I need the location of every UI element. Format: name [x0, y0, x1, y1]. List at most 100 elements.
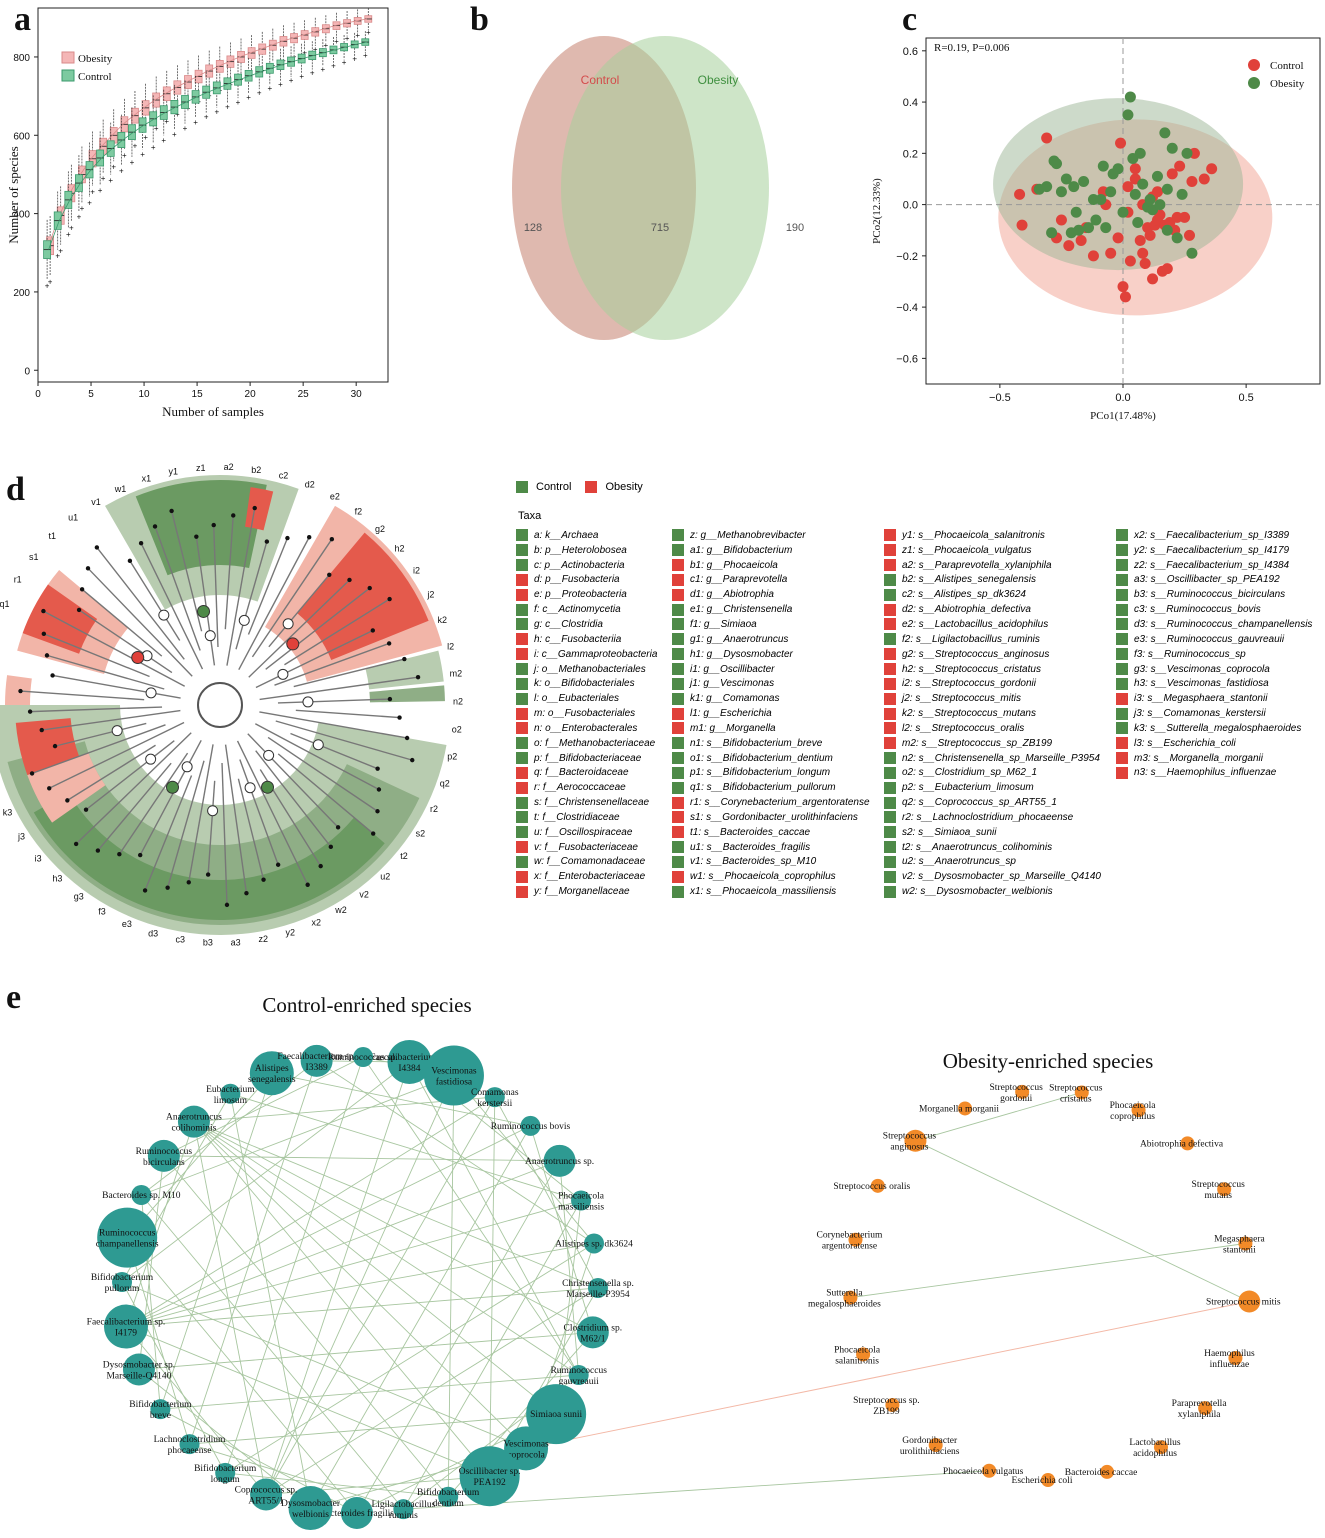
node-label-line: Marseille-Q4140 [106, 1371, 171, 1381]
box-outlier: + [58, 247, 63, 256]
taxa-legend-label: a1: g__Bifidobacterium [690, 544, 793, 556]
taxa-legend-label: r1: s__Corynebacterium_argentoratense [690, 797, 870, 809]
obesity-node-label: Streptococcus sp.ZB199 [853, 1396, 920, 1417]
box-outlier: + [87, 198, 92, 207]
tree-leaf-id: x1 [142, 474, 152, 484]
taxa-legend-label: o1: s__Bifidobacterium_dentium [690, 752, 833, 764]
taxa-legend-item: n2: s__Christensenella_sp_Marseille_P395… [884, 751, 1101, 766]
point-obesity [1055, 186, 1067, 198]
taxa-legend-label: d3: s__Ruminococcus_champanellensis [1134, 618, 1313, 630]
taxa-legend-swatch [884, 603, 896, 616]
taxa-legend-label: d: p__Fusobacteria [534, 574, 620, 586]
tree-leaf-id: m2 [450, 669, 463, 679]
node-label-line: gordonii [1000, 1094, 1033, 1104]
taxa-legend-swatch [884, 781, 896, 794]
taxa-legend-swatch [672, 796, 684, 809]
taxa-legend: a: k__Archaea b: p__Heterolobosea c: p__Ac… [516, 528, 1321, 908]
tree-node [244, 782, 256, 794]
node-label-line: Anaerotruncus sp. [525, 1157, 594, 1167]
tree-leaf [152, 524, 158, 529]
taxa-legend-swatch [1116, 529, 1128, 542]
taxa-legend-item: f1: g__Simiaoa [672, 617, 870, 632]
taxa-legend-item: h3: s__Vescimonas_fastidiosa [1116, 676, 1312, 691]
node-label-line: cristatus [1060, 1094, 1092, 1104]
taxa-legend-label: m1: g__Morganella [690, 722, 776, 734]
tree-node [111, 725, 123, 737]
taxa-legend-label: j1: g__Vescimonas [690, 678, 775, 690]
tree-node [282, 618, 294, 630]
taxa-legend-swatch [672, 885, 684, 898]
taxa-legend-swatch [672, 826, 684, 839]
obesity-node [885, 1398, 900, 1413]
tree-leaf [404, 735, 410, 741]
taxa-legend-item: l: o__Eubacteriales [516, 691, 657, 706]
obesity-node-label: Streptococcus oralis [833, 1182, 910, 1192]
tree-leaf-id: h2 [395, 544, 405, 554]
taxa-legend-swatch [516, 559, 528, 572]
tree-leaf [127, 558, 133, 564]
taxa-legend-label: f2: s__Ligilactobacillus_ruminis [902, 633, 1040, 645]
obesity-node [1041, 1472, 1056, 1487]
network-edge [193, 1121, 267, 1495]
node-label-line: Christensenella sp. [562, 1279, 634, 1289]
control-node [520, 1115, 541, 1136]
taxa-legend-label: p: f__Bifidobacteriaceae [534, 752, 642, 764]
taxa-legend-swatch [884, 707, 896, 720]
box-outlier: + [66, 230, 71, 239]
tree-node-enriched [166, 780, 179, 794]
node-label-line: Bacteroides sp. M10 [102, 1191, 181, 1201]
tree-branch [224, 515, 234, 630]
node-label-line: fastidiosa [436, 1077, 473, 1088]
node-label-line: Dysosmobacter [281, 1499, 341, 1509]
tree-branch [43, 633, 150, 678]
network-edge [224, 1243, 595, 1474]
control-node [150, 1399, 171, 1420]
box-outlier: + [133, 141, 138, 150]
taxa-legend-column: y1: s__Phocaeicola_salanitronis z1: s__Ph… [884, 528, 1101, 899]
taxa-legend-item: a2: s__Paraprevotella_xylaniphila [884, 558, 1101, 573]
taxa-legend-label: t2: s__Anaerotruncus_colihominis [902, 841, 1053, 853]
taxa-legend-swatch [516, 796, 528, 809]
taxa-legend-item: a3: s__Oscillibacter_sp_PEA192 [1116, 573, 1312, 588]
taxa-legend-item: j: o__Methanobacteriales [516, 662, 657, 677]
taxa-legend-swatch [672, 707, 684, 720]
node-label-line: limosum [214, 1096, 248, 1106]
taxa-legend-label: h: c__Fusobacteriia [534, 633, 622, 645]
taxa-legend-label: a3: s__Oscillibacter_sp_PEA192 [1134, 574, 1280, 586]
taxa-legend-item: d2: s__Abiotrophia_defectiva [884, 602, 1101, 617]
point-obesity [1166, 142, 1178, 154]
box-outlier: + [122, 151, 127, 160]
taxa-legend-swatch [1116, 707, 1128, 720]
box-outlier: + [324, 41, 329, 50]
taxa-legend-swatch [672, 752, 684, 765]
tree-leaf-id: e3 [122, 919, 132, 929]
control-node-label: Christensenella sp.Marseille-P3954 [562, 1279, 634, 1300]
taxa-legend-item: b: p__Heterolobosea [516, 543, 657, 558]
clade-highlight [365, 650, 444, 690]
panel-c-xlabel: PCo1(17.48%) [1090, 410, 1156, 422]
box-outlier: + [130, 158, 135, 167]
taxa-legend-label: u2: s__Anaerotruncus_sp [902, 856, 1016, 868]
tree-leaf-id: p2 [447, 752, 457, 762]
box-outlier: + [246, 93, 251, 102]
taxa-legend-label: i: c__Gammaproteobacteria [534, 648, 658, 660]
control-node [147, 1139, 180, 1172]
tree-leaf-id: r1 [14, 575, 22, 585]
tree-branch [118, 752, 189, 855]
node-label-line: Vescimonas [431, 1067, 477, 1077]
control-edges [121, 1056, 599, 1514]
node-label-line: anginosus [890, 1143, 928, 1153]
tree-leaf [169, 508, 174, 514]
taxa-legend-label: n1: s__Bifidobacterium_breve [690, 737, 823, 749]
taxa-legend-item: o: f__Methanobacteriaceae [516, 736, 657, 751]
box-outlier: + [183, 124, 188, 133]
taxa-legend-swatch [672, 855, 684, 868]
tree-branch [236, 740, 309, 886]
network-edge [125, 1121, 195, 1327]
taxa-legend-swatch [516, 752, 528, 765]
taxa-legend-swatch [516, 588, 528, 601]
obesity-node [1238, 1290, 1261, 1313]
taxa-legend-item: i: c__Gammaproteobacteria [516, 647, 657, 662]
node-label-line: Lactobacillus [1129, 1438, 1180, 1448]
